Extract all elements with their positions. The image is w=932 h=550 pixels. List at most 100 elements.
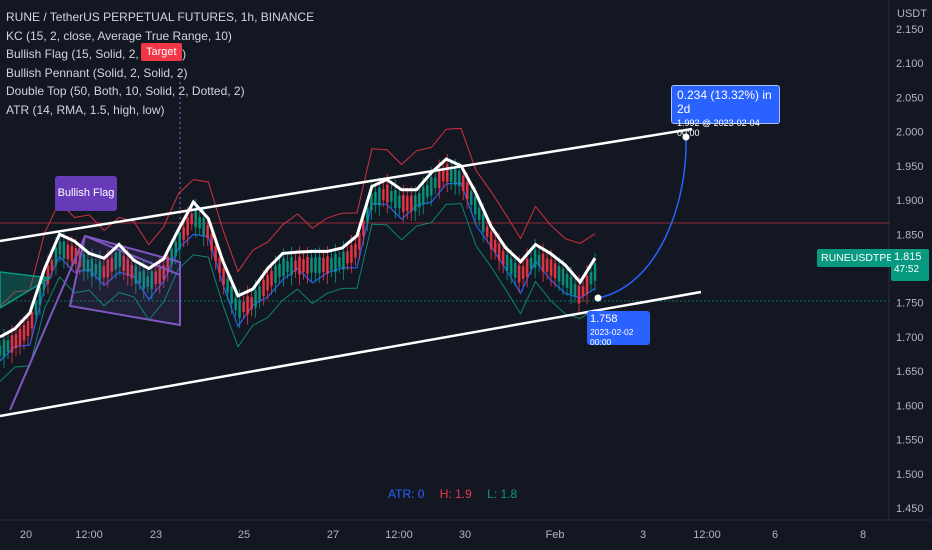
candle-body (238, 299, 241, 318)
price-tick-label: 2.000 (896, 127, 924, 139)
candle-body (362, 220, 365, 236)
candle-body (410, 195, 413, 212)
candle-body (170, 248, 174, 265)
time-tick-label: 8 (860, 529, 866, 541)
candle-body (334, 254, 337, 273)
kc-lower-band (0, 203, 596, 382)
price-tick-label: 1.450 (896, 503, 924, 515)
candle-body (186, 217, 189, 236)
candle-body (86, 259, 90, 273)
candle-body (593, 263, 597, 281)
candle-body (18, 328, 22, 346)
candle-body (553, 263, 557, 279)
time-axis[interactable]: 20 12:00 23 25 27 12:00 30 Feb 3 12:00 6 8 (20, 529, 866, 541)
candle-body (182, 227, 185, 240)
candle-body (573, 284, 577, 296)
candle-body (326, 256, 329, 274)
candle-body (222, 268, 225, 285)
price-tick-label: 1.850 (896, 229, 924, 241)
candle-body (134, 266, 138, 284)
candle-body (545, 258, 549, 272)
candle-body (38, 287, 42, 306)
candle-body (581, 286, 585, 297)
time-tick-label: 25 (238, 529, 250, 541)
candle-body (477, 208, 481, 220)
candle-body (505, 254, 509, 272)
time-tick-label: 30 (459, 529, 471, 541)
candle-body (146, 276, 150, 287)
candle-body (270, 270, 273, 286)
candle-body (350, 245, 353, 263)
atr-legend: ATR: 0 H: 1.9 L: 1.8 (388, 487, 529, 501)
candle-body (198, 217, 201, 229)
symbol-title[interactable]: RUNE / TetherUS PERPETUAL FUTURES, 1h, B… (6, 10, 315, 24)
candle-body (2, 339, 6, 358)
candle-body (406, 196, 409, 211)
candle-body (94, 264, 98, 275)
candle-body (138, 271, 142, 283)
candle-body (322, 258, 325, 273)
candle-body (174, 241, 178, 256)
candle-body (218, 257, 221, 273)
candle-body (46, 265, 50, 284)
candle-body (294, 260, 297, 272)
candle-body (469, 191, 473, 205)
candle-body (178, 232, 181, 250)
candle-body (318, 256, 321, 274)
candle-body (54, 247, 58, 266)
price-tick-label: 1.750 (896, 298, 924, 310)
candle-body (26, 321, 30, 337)
candle-body (425, 184, 429, 198)
candle-body (22, 324, 26, 341)
price-tick-label: 2.050 (896, 92, 924, 104)
candle-body (150, 271, 154, 290)
price-tick-label: 1.650 (896, 366, 924, 378)
symbol-price-label: RUNEUSDTPERP (817, 249, 912, 267)
candle-body (517, 265, 521, 283)
candle-body (234, 298, 237, 310)
candle-body (90, 258, 94, 277)
candle-body (533, 249, 537, 268)
candle-body (433, 177, 437, 188)
candle-body (34, 301, 38, 315)
candle-body (122, 255, 126, 271)
candle-body (330, 258, 333, 271)
indicator-bullish-pennant[interactable]: Bullish Pennant (Solid, 2, Solid, 2) (6, 65, 188, 80)
candle-body (437, 170, 441, 189)
candle-body (82, 254, 86, 272)
candle-body (66, 244, 70, 260)
candle-body (206, 224, 209, 239)
candle-body (473, 196, 477, 215)
legend-panel: RUNE / TetherUS PERPETUAL FUTURES, 1h, B… (6, 8, 314, 119)
projection-start-dot (594, 294, 602, 302)
last-price-tag: 1.815 47:52 (891, 249, 929, 281)
indicator-kc[interactable]: KC (15, 2, close, Average True Range, 10… (6, 28, 232, 43)
time-tick-label: 12:00 (693, 529, 721, 541)
candle-body (565, 273, 569, 288)
candle-body (537, 254, 541, 266)
candle-body (162, 265, 166, 280)
candle-body (589, 272, 593, 285)
candle-body (366, 207, 369, 223)
candle-body (98, 261, 102, 280)
candle-body (441, 169, 445, 182)
price-tick-label: 1.900 (896, 195, 924, 207)
candle-body (282, 258, 285, 276)
candle-body (314, 257, 317, 273)
indicator-atr[interactable]: ATR (14, RMA, 1.5, high, low) (6, 102, 165, 117)
candle-body (130, 265, 134, 279)
candle-body (306, 256, 309, 274)
candle-body (214, 246, 217, 262)
candle-body (414, 195, 417, 212)
candle-body (30, 311, 34, 329)
candle-body (386, 184, 389, 203)
candle-body (398, 195, 401, 209)
indicator-double-top[interactable]: Double Top (50, Both, 10, Solid, 2, Dott… (6, 84, 245, 98)
projection-target: 1.992 @ 2023-02-04 00:00 (677, 118, 760, 138)
candle-body (62, 241, 66, 259)
candle-body (50, 260, 54, 271)
candle-body (154, 271, 158, 284)
candle-body (481, 213, 485, 232)
candle-body (417, 193, 421, 208)
time-tick-label: 6 (772, 529, 778, 541)
